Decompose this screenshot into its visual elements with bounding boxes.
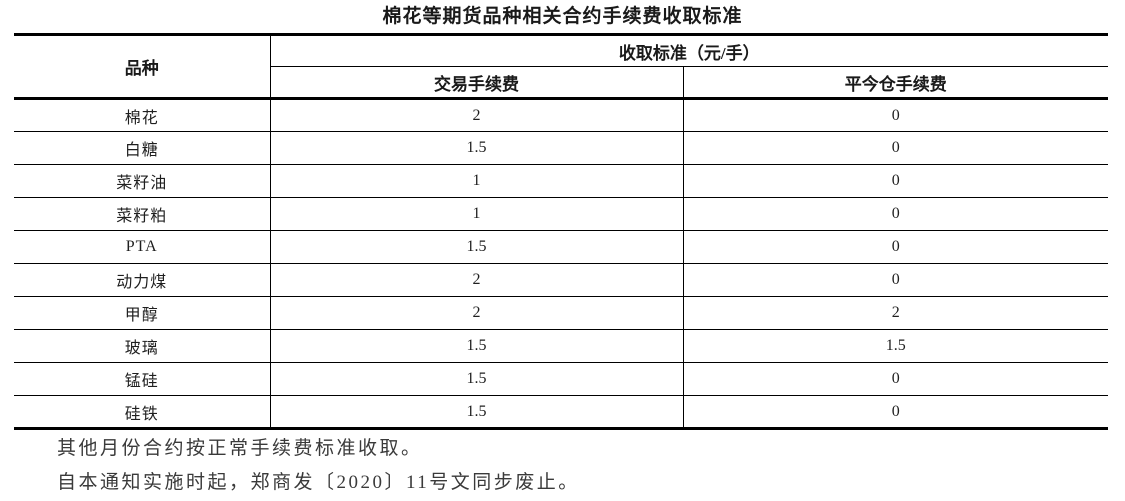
close-today-fee-cell: 0 bbox=[682, 230, 1109, 264]
close-today-fee-cell: 0 bbox=[682, 131, 1109, 165]
close-today-fee-cell: 2 bbox=[682, 296, 1109, 330]
table-row: PTA 1.5 0 bbox=[14, 230, 1109, 264]
footer-notes: 其他月份合约按正常手续费标准收取。 自本通知实施时起，郑商发〔2020〕11号文… bbox=[57, 437, 1125, 495]
trade-fee-cell: 1.5 bbox=[270, 131, 683, 165]
table-row: 菜籽粕 1 0 bbox=[14, 197, 1109, 231]
column-header-standard: 收取标准（元/手） bbox=[270, 34, 1109, 67]
table-row: 动力煤 2 0 bbox=[14, 263, 1109, 297]
table-row: 菜籽油 1 0 bbox=[14, 164, 1109, 198]
note-line-2: 自本通知实施时起，郑商发〔2020〕11号文同步废止。 bbox=[57, 472, 580, 493]
trade-fee-cell: 2 bbox=[472, 106, 481, 124]
close-today-fee-cell: 0 bbox=[682, 98, 1109, 132]
trade-fee-cell: 1.5 bbox=[270, 362, 683, 396]
variety-cell: 菜籽油 bbox=[14, 164, 271, 198]
header-row-1: 品种 收取标准（元/手） bbox=[14, 34, 1109, 100]
trade-fee-cell: 1 bbox=[270, 197, 683, 231]
header-row-2: 交易手续费 平今仓手续费 bbox=[14, 66, 1109, 100]
table-row: 硅铁 1.5 0 bbox=[14, 395, 1109, 429]
trade-fee-cell: 2 bbox=[270, 263, 683, 297]
close-today-fee-cell: 0 bbox=[682, 197, 1109, 231]
column-header-close-today-fee: 平今仓手续费 bbox=[682, 66, 1109, 100]
table-row: 玻璃 1.5 1.5 bbox=[14, 329, 1109, 363]
table-row: 锰硅 1.5 0 bbox=[14, 362, 1109, 396]
note-line-1: 其他月份合约按正常手续费标准收取。 bbox=[57, 438, 423, 459]
trade-fee-cell: 2 bbox=[270, 296, 683, 330]
fee-table-body: 棉花 2 0 白糖 1.5 0 菜籽油 1 0 菜籽粕 1 0 PTA 1.5 bbox=[14, 98, 1109, 429]
trade-fee-cell: 1.5 bbox=[270, 395, 683, 429]
table-row: 棉花 2 0 bbox=[14, 98, 1109, 132]
column-header-variety: 品种 bbox=[14, 34, 271, 100]
variety-cell: 白糖 bbox=[14, 131, 271, 165]
close-today-fee-cell: 0 bbox=[682, 164, 1109, 198]
trade-fee-cell: 1.5 bbox=[270, 230, 683, 264]
close-today-fee-cell: 0 bbox=[682, 362, 1109, 396]
variety-cell: 棉花 bbox=[14, 98, 271, 132]
variety-cell: 玻璃 bbox=[14, 329, 271, 363]
variety-cell: 动力煤 bbox=[14, 263, 271, 297]
variety-cell: 硅铁 bbox=[14, 395, 271, 429]
close-today-fee-cell: 1.5 bbox=[682, 329, 1109, 363]
trade-fee-cell: 1 bbox=[270, 164, 683, 198]
trade-fee-cell: 1.5 bbox=[270, 329, 683, 363]
table-row: 甲醇 2 2 bbox=[14, 296, 1109, 330]
column-header-trade-fee: 交易手续费 bbox=[270, 66, 683, 100]
close-today-fee-cell: 0 bbox=[682, 395, 1109, 429]
variety-cell: 锰硅 bbox=[14, 362, 271, 396]
close-today-fee-cell: 0 bbox=[682, 263, 1109, 297]
fee-table: 品种 收取标准（元/手） 交易手续费 平今仓手续费 棉花 2 0 白糖 1.5 … bbox=[14, 33, 1109, 430]
table-row: 白糖 1.5 0 bbox=[14, 131, 1109, 165]
document-title: 棉花等期货品种相关合约手续费收取标准 bbox=[382, 6, 743, 27]
variety-cell: PTA bbox=[14, 230, 271, 264]
variety-cell: 菜籽粕 bbox=[14, 197, 271, 231]
variety-cell: 甲醇 bbox=[14, 296, 271, 330]
fee-table-header: 品种 收取标准（元/手） 交易手续费 平今仓手续费 bbox=[14, 34, 1109, 100]
